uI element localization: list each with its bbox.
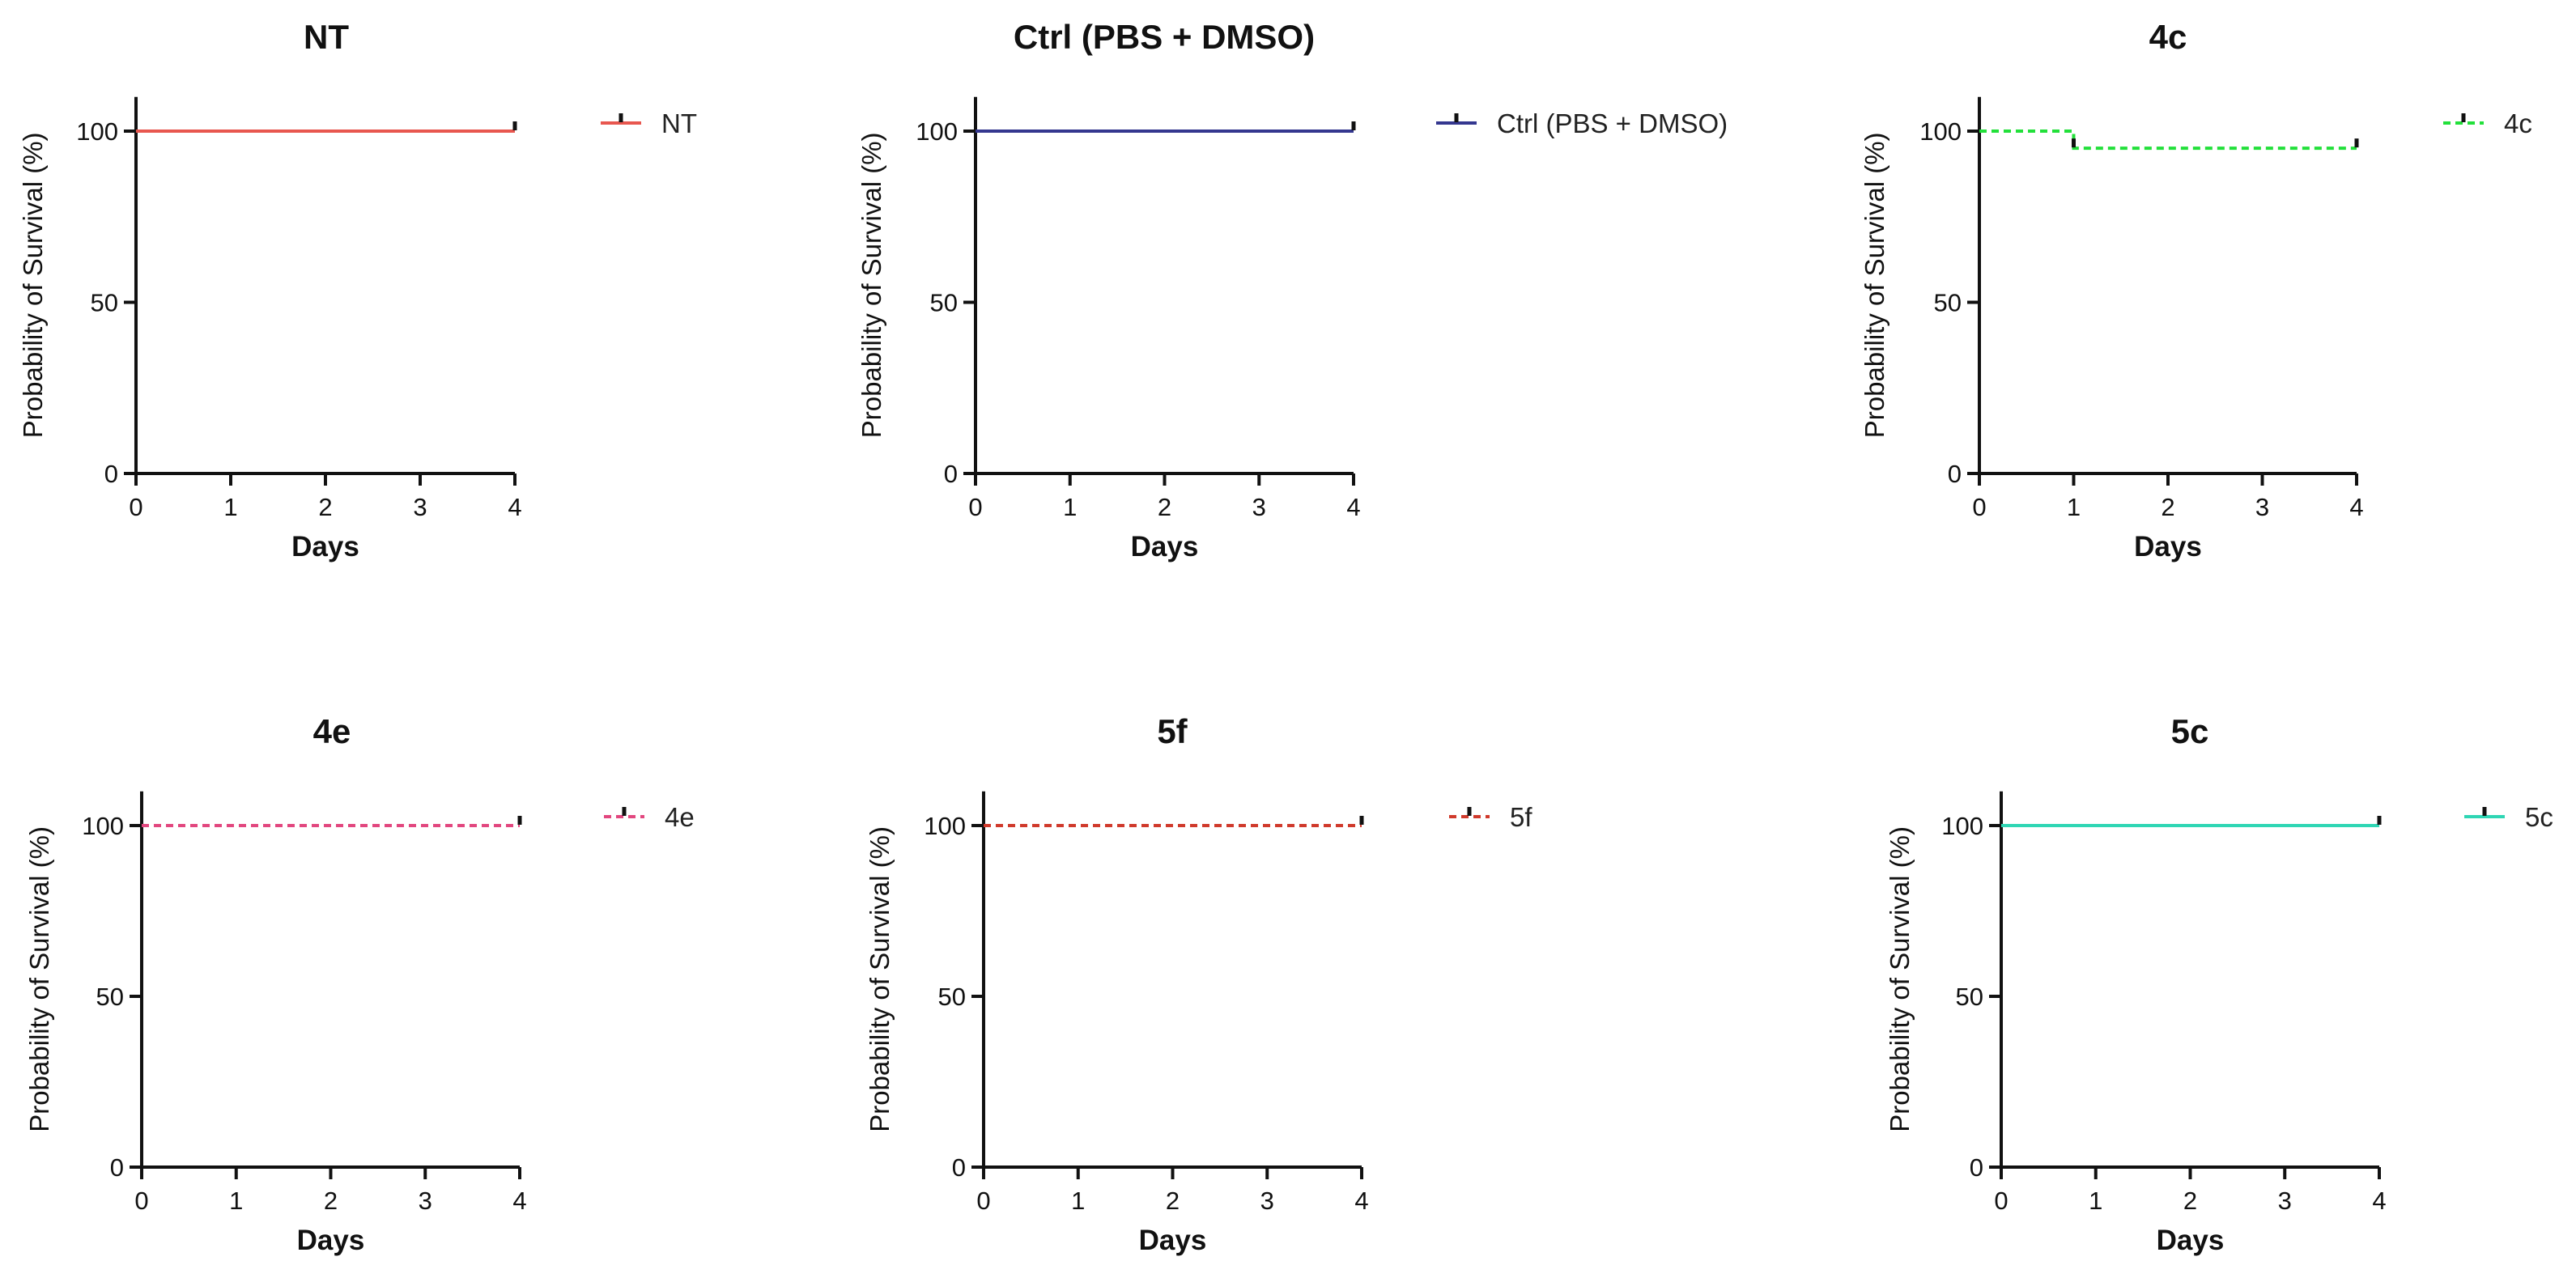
chart-panel-2: Ctrl (PBS + DMSO) 0 50 100 0 1 2 3 4 Days Probabil…: [857, 18, 1728, 563]
legend: 4e: [604, 802, 695, 832]
legend-label: 4e: [665, 802, 695, 832]
x-tick-label: 1: [2067, 493, 2081, 521]
x-tick-label: 2: [1166, 1187, 1180, 1215]
x-tick-label: 2: [2183, 1187, 2197, 1215]
x-tick-label: 3: [2278, 1187, 2292, 1215]
y-tick-label: 0: [944, 460, 958, 488]
x-axis-title: Days: [2134, 531, 2202, 563]
x-tick-label: 4: [512, 1187, 526, 1215]
chart-title: NT: [304, 18, 349, 56]
y-tick-label: 50: [1934, 289, 1962, 317]
survival-curve-4c: [1979, 129, 2357, 151]
chart-panel-1: NT 0 50 100 0 1 2 3 4 Days Probability of Survival…: [18, 18, 697, 563]
legend-label: 4c: [2504, 108, 2532, 138]
x-tick-label: 0: [1972, 493, 1986, 521]
x-tick-label: 0: [134, 1187, 148, 1215]
chart-title: 4c: [2149, 18, 2187, 56]
legend-label: 5c: [2525, 802, 2553, 832]
chart-title: 4e: [313, 712, 351, 750]
x-tick-label: 4: [2349, 493, 2363, 521]
x-tick-label: 4: [1346, 493, 1360, 521]
x-tick-label: 0: [976, 1187, 990, 1215]
y-tick-label: 100: [82, 812, 124, 840]
x-tick-label: 1: [1071, 1187, 1085, 1215]
x-tick-label: 1: [1063, 493, 1077, 521]
y-axis-title: Probability of Survival (%): [18, 132, 48, 438]
x-axis-title: Days: [1139, 1225, 1207, 1256]
legend-label: 5f: [1510, 802, 1532, 832]
y-tick-label: 100: [916, 117, 958, 146]
x-tick-label: 4: [1354, 1187, 1368, 1215]
x-tick-label: 4: [2372, 1187, 2386, 1215]
y-tick-label: 50: [938, 983, 966, 1011]
chart-title: 5c: [2171, 712, 2209, 750]
chart-title: Ctrl (PBS + DMSO): [1014, 18, 1315, 56]
legend: NT: [601, 108, 697, 138]
x-axis-title: Days: [1131, 531, 1199, 563]
y-axis-title: Probability of Survival (%): [857, 132, 886, 438]
chart-panel-5: 5f 0 50 100 0 1 2 3 4 Days Probability of Survival…: [865, 712, 1532, 1256]
x-tick-label: 2: [324, 1187, 338, 1215]
x-tick-label: 1: [2089, 1187, 2102, 1215]
x-axis-title: Days: [297, 1225, 365, 1256]
legend-label: Ctrl (PBS + DMSO): [1497, 108, 1728, 138]
x-tick-label: 2: [2161, 493, 2174, 521]
y-axis-title: Probability of Survival (%): [865, 826, 895, 1132]
legend-label: NT: [661, 108, 697, 138]
y-tick-label: 50: [1956, 983, 1983, 1011]
x-tick-label: 3: [2255, 493, 2269, 521]
x-tick-label: 3: [1252, 493, 1266, 521]
legend: Ctrl (PBS + DMSO): [1436, 108, 1728, 138]
y-axis-title: Probability of Survival (%): [24, 826, 54, 1132]
y-tick-label: 50: [96, 983, 124, 1011]
x-tick-label: 2: [318, 493, 332, 521]
y-tick-label: 100: [1919, 117, 1962, 146]
y-tick-label: 0: [110, 1153, 124, 1182]
y-tick-label: 100: [76, 117, 118, 146]
chart-panel-6: 5c 0 50 100 0 1 2 3 4 Days Probability of Survival…: [1885, 712, 2553, 1256]
legend: 4c: [2443, 108, 2532, 138]
chart-title: 5f: [1157, 712, 1188, 750]
y-tick-label: 0: [1970, 1153, 1983, 1182]
y-axis-title: Probability of Survival (%): [1885, 826, 1915, 1132]
x-tick-label: 3: [413, 493, 427, 521]
x-tick-label: 0: [129, 493, 142, 521]
chart-panel-4: 4e 0 50 100 0 1 2 3 4 Days Probability of Survival…: [24, 712, 695, 1256]
legend: 5f: [1449, 802, 1532, 832]
x-tick-label: 2: [1158, 493, 1171, 521]
x-tick-label: 3: [419, 1187, 432, 1215]
y-tick-label: 100: [1941, 812, 1983, 840]
x-tick-label: 4: [508, 493, 521, 521]
x-axis-title: Days: [291, 531, 359, 563]
x-tick-label: 1: [223, 493, 237, 521]
y-tick-label: 100: [924, 812, 966, 840]
x-axis-title: Days: [2157, 1225, 2225, 1256]
y-axis-title: Probability of Survival (%): [1860, 132, 1889, 438]
y-tick-label: 50: [930, 289, 958, 317]
x-tick-label: 1: [229, 1187, 243, 1215]
x-tick-label: 0: [1994, 1187, 2008, 1215]
chart-panel-3: 4c 0 50 100 0 1 2 3 4 Days Probability of Survival…: [1860, 18, 2532, 563]
legend: 5c: [2464, 802, 2553, 832]
y-tick-label: 0: [1948, 460, 1962, 488]
x-tick-label: 0: [968, 493, 982, 521]
y-tick-label: 0: [952, 1153, 966, 1182]
x-tick-label: 3: [1260, 1187, 1274, 1215]
y-tick-label: 50: [91, 289, 118, 317]
y-tick-label: 0: [104, 460, 118, 488]
